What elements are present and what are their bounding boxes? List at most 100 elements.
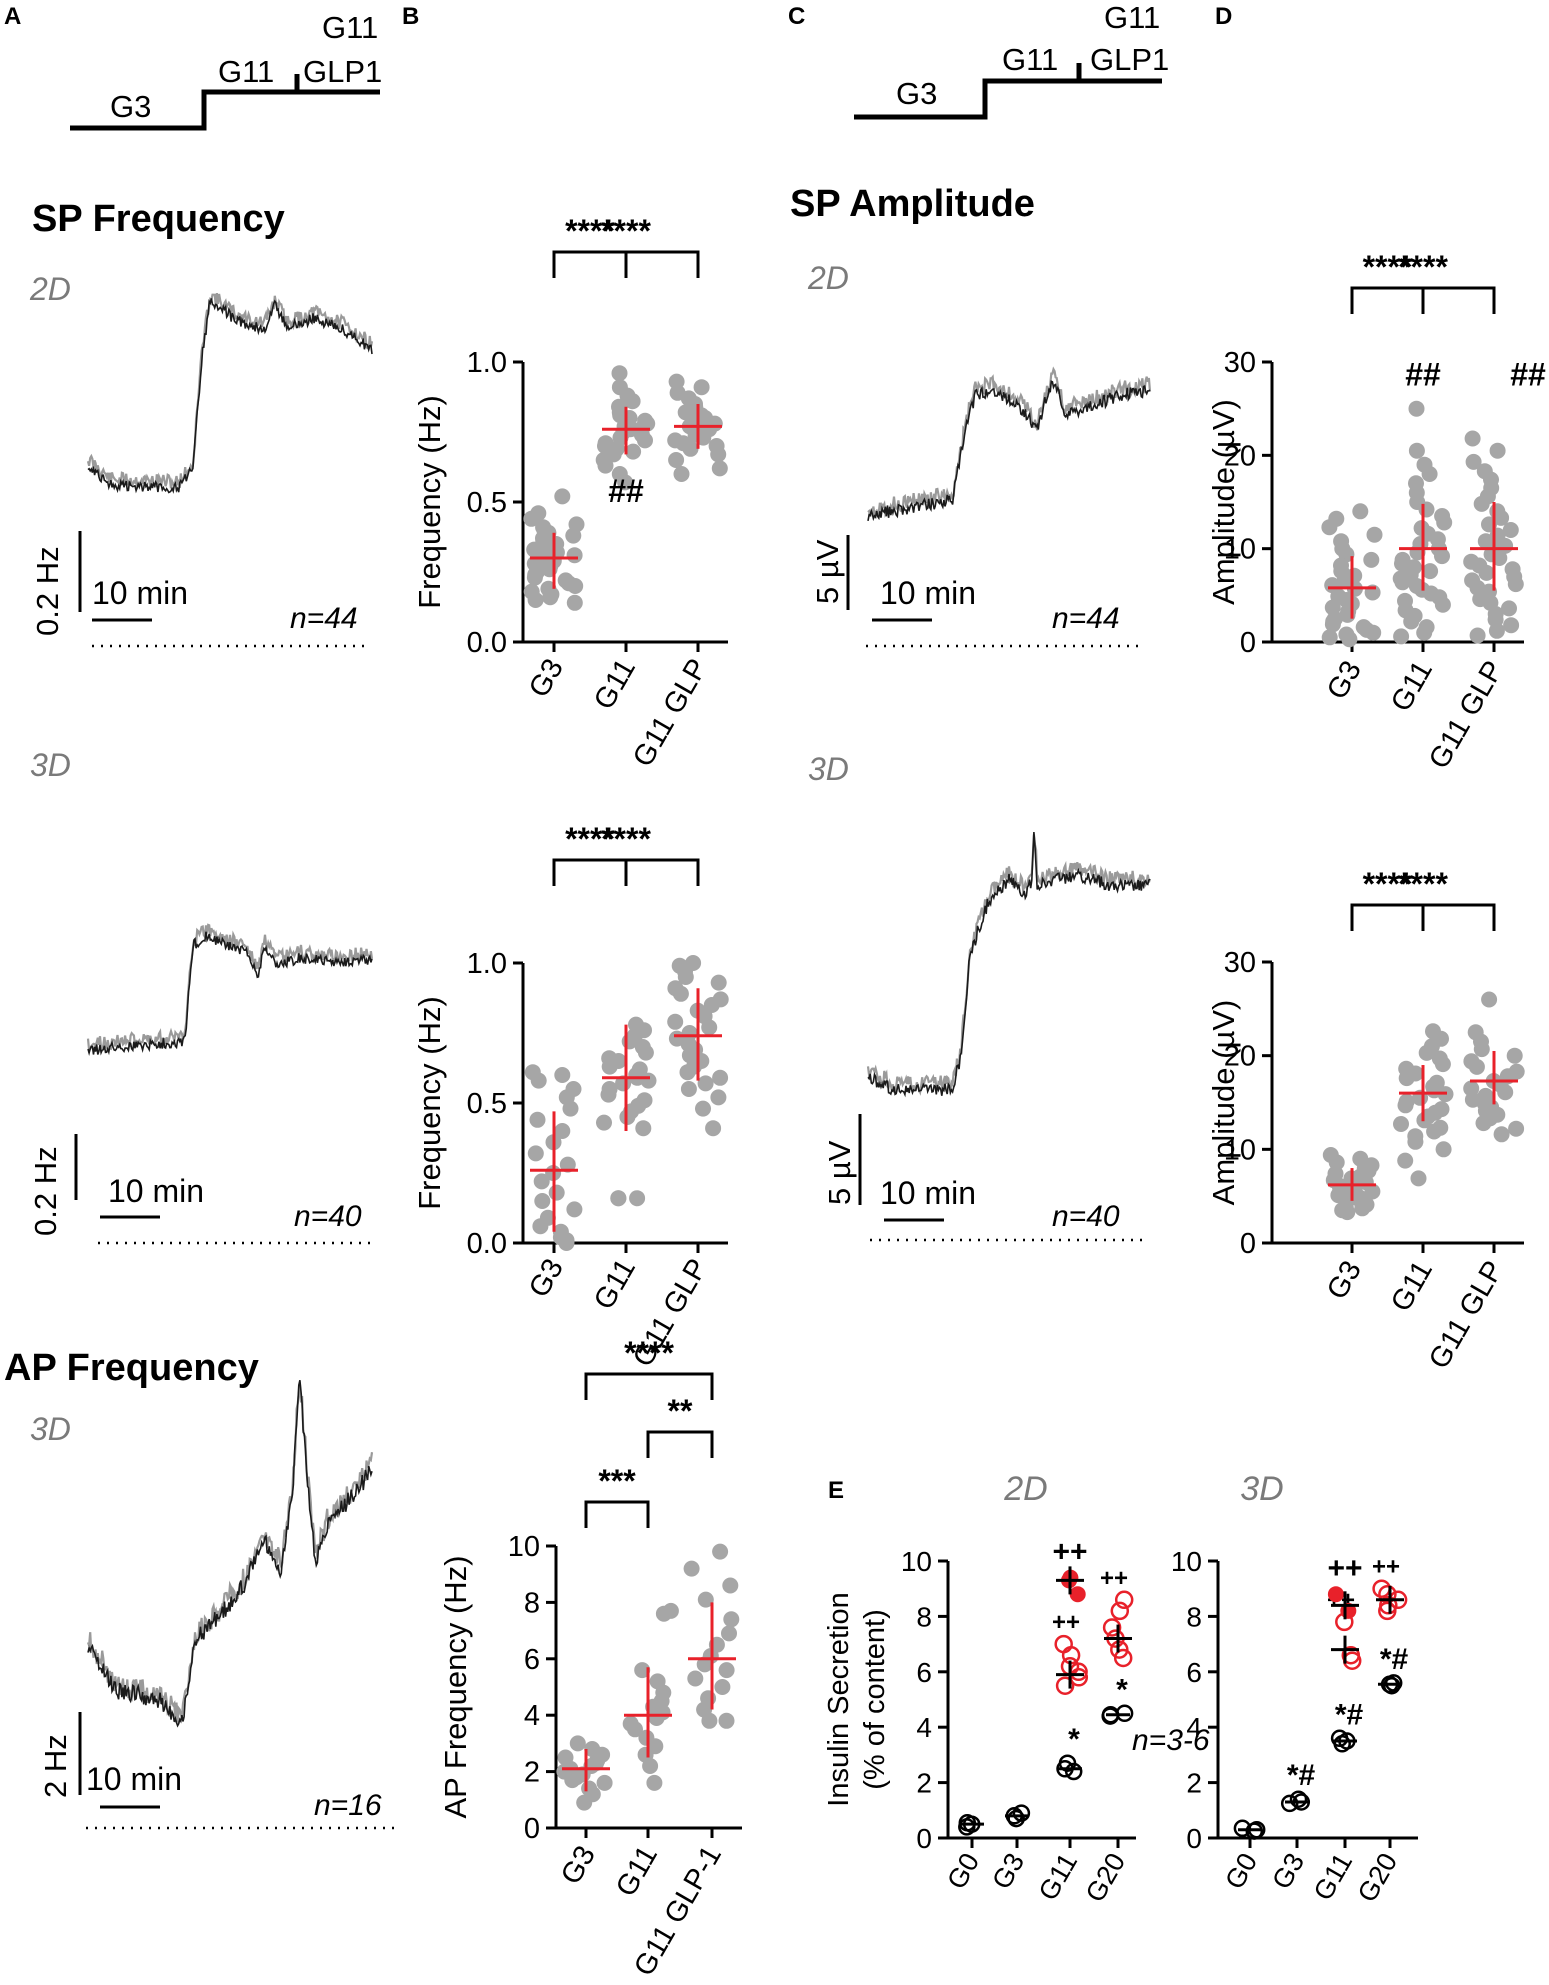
trace-lines xyxy=(86,292,374,494)
x-tick-label: G0 xyxy=(1219,1848,1263,1894)
trace-condition-label: 2D xyxy=(807,260,849,296)
data-point xyxy=(701,1712,718,1729)
x-tick-label: G11 xyxy=(610,1841,664,1903)
data-point xyxy=(625,443,642,460)
data-point xyxy=(1468,1058,1485,1075)
x-tick-label: G11 xyxy=(1385,1256,1439,1318)
n-label: n=16 xyxy=(314,1789,382,1822)
significance-stars: **** xyxy=(1363,249,1413,285)
data-point xyxy=(722,1577,739,1594)
data-point xyxy=(565,527,582,544)
y-axis-label: Amplitude (µV) xyxy=(1206,1000,1241,1206)
data-point xyxy=(711,460,728,477)
protocol-diagram-left: G3 G11 G11 GLP1 xyxy=(70,10,382,131)
data-point xyxy=(687,1670,704,1687)
significance-mark: * xyxy=(1068,1723,1080,1756)
data-point xyxy=(1394,574,1411,591)
y-tick-label: 10 xyxy=(1224,534,1256,566)
y-tick-label: 0.5 xyxy=(467,1088,507,1120)
data-point xyxy=(1501,600,1517,617)
y-tick-label: 0.0 xyxy=(467,1228,507,1260)
y-tick-label: 0 xyxy=(1240,627,1256,659)
data-point xyxy=(673,466,690,482)
significance-mark: ++ xyxy=(1052,1609,1080,1636)
data-point xyxy=(712,1069,729,1086)
significance-mark: ++ xyxy=(1100,1565,1128,1592)
x-tick-label: G11 xyxy=(1385,656,1439,718)
data-point xyxy=(1363,551,1380,568)
data-point xyxy=(624,393,641,410)
protocol-diagram-right: G3 G11 G11 GLP1 xyxy=(854,0,1169,120)
y-tick-label: 10 xyxy=(1171,1546,1202,1577)
data-point xyxy=(634,1662,651,1679)
data-point xyxy=(1475,1115,1492,1132)
y-tick-label: 0.5 xyxy=(467,487,507,519)
data-point xyxy=(554,1067,571,1083)
y-tick-label: 0 xyxy=(916,1823,932,1854)
data-point-red-filled xyxy=(1069,1586,1086,1603)
data-point xyxy=(1497,1084,1514,1101)
title-ap-frequency: AP Frequency xyxy=(4,1347,259,1389)
scale-y-label: 0.2 Hz xyxy=(28,1146,63,1236)
data-point xyxy=(1421,466,1438,482)
data-point xyxy=(1473,1041,1490,1058)
data-point xyxy=(1469,627,1486,644)
data-point xyxy=(1477,533,1494,550)
y-axis-label-line2: (% of content) xyxy=(859,1609,891,1790)
data-point xyxy=(617,474,634,491)
significance-bracket xyxy=(1350,903,1496,931)
data-point xyxy=(530,1072,547,1089)
trace-dark-line xyxy=(87,931,373,1057)
data-point xyxy=(637,432,653,449)
data-point xyxy=(1502,522,1519,538)
data-point xyxy=(562,1100,579,1117)
significance-mark: ++ xyxy=(1052,1536,1087,1569)
data-point xyxy=(1393,1116,1409,1132)
y-axis-label: Frequency (Hz) xyxy=(412,395,447,609)
trace-dark-line xyxy=(867,831,1151,1098)
data-point xyxy=(642,1758,659,1774)
data-point xyxy=(710,974,727,991)
significance-bracket xyxy=(552,250,700,278)
significance-bracket xyxy=(584,1500,650,1528)
panel-letter-a: A xyxy=(4,3,21,30)
data-point xyxy=(542,589,559,606)
y-tick-label: 20 xyxy=(1224,1041,1256,1073)
data-point xyxy=(526,569,543,586)
data-point xyxy=(1489,442,1506,459)
data-point xyxy=(1493,1126,1510,1143)
data-point-red-filled xyxy=(1327,1586,1344,1603)
n-label: n=3-6 xyxy=(1132,1724,1210,1757)
x-tick-label: G3 xyxy=(1321,1256,1368,1306)
data-point-red-open xyxy=(1102,1618,1122,1637)
significance-stars: **** xyxy=(601,821,651,857)
x-tick-label: G20 xyxy=(1080,1848,1132,1907)
data-point xyxy=(1397,1152,1414,1169)
trace-condition-label: 2D xyxy=(29,271,71,307)
x-tick-label: G11 xyxy=(1308,1848,1358,1905)
data-point xyxy=(1410,1170,1427,1187)
y-axis-label: Amplitude (µV) xyxy=(1206,399,1241,605)
data-point-red-open xyxy=(1341,1645,1361,1665)
data-point xyxy=(667,1013,684,1030)
data-point-black-open xyxy=(1007,1809,1025,1828)
significance-bracket xyxy=(552,858,700,886)
data-point xyxy=(677,969,694,985)
trace-condition-label: 3D xyxy=(808,751,849,787)
scale-y-label: 2 Hz xyxy=(38,1734,73,1798)
data-point xyxy=(1407,1133,1424,1150)
significance-bracket xyxy=(1350,903,1425,931)
y-tick-label: 4 xyxy=(1186,1712,1202,1743)
data-point xyxy=(701,1019,718,1036)
data-point xyxy=(1436,514,1453,531)
data-point xyxy=(627,1721,643,1738)
trace-dark-line xyxy=(87,298,373,494)
data-point xyxy=(648,1710,665,1726)
significance-stars: **** xyxy=(565,821,615,857)
data-point xyxy=(596,1114,612,1131)
y-tick-label: 6 xyxy=(1186,1657,1202,1688)
y-tick-label: 8 xyxy=(1186,1601,1202,1632)
y-tick-label: 6 xyxy=(524,1644,540,1676)
